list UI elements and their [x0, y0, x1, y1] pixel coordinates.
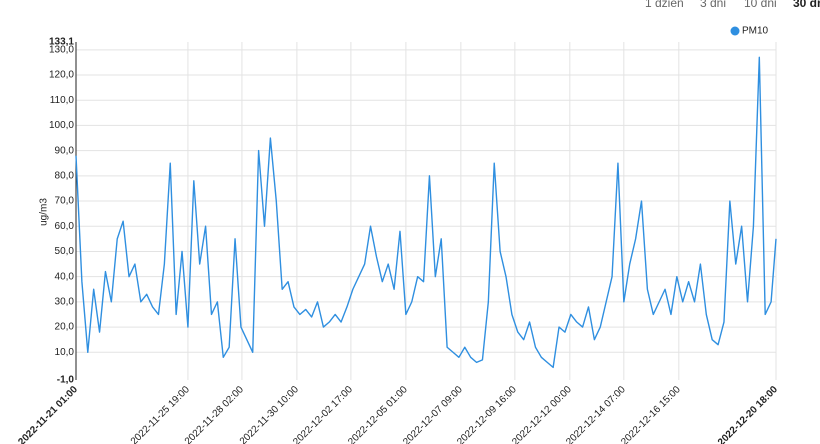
x-tick-label: 2022-12-14 07:00: [564, 384, 628, 444]
y-tick-label: -1,0: [57, 375, 75, 386]
x-tick-label: 2022-12-16 15:00: [619, 384, 683, 444]
y-tick-label: 80,0: [55, 170, 75, 181]
x-tick-label: 2022-12-09 16:00: [455, 384, 519, 444]
range-button[interactable]: 1 dzień: [645, 0, 684, 10]
x-tick-label: 2022-12-20 18:00: [716, 384, 780, 444]
y-tick-label: 60,0: [55, 221, 75, 232]
y-tick-label: 10,0: [55, 347, 75, 358]
y-tick-label: 50,0: [55, 246, 75, 257]
y-tick-label: 20,0: [55, 322, 75, 333]
y-tick-label: 130,0: [49, 44, 74, 55]
x-tick-label: 2022-12-05 01:00: [346, 384, 410, 444]
y-tick-label: 133,1: [49, 37, 74, 48]
range-button[interactable]: 3 dni: [700, 0, 726, 10]
range-button[interactable]: 30 dni: [793, 0, 820, 10]
x-tick-label: 2022-11-21 01:00: [16, 384, 80, 444]
y-tick-label: 120,0: [49, 70, 74, 81]
x-tick-label: 2022-12-07 09:00: [401, 384, 465, 444]
x-tick-label: 2022-12-02 17:00: [291, 384, 355, 444]
y-tick-label: 100,0: [49, 120, 74, 131]
x-tick-label: 2022-11-25 19:00: [129, 384, 192, 444]
y-axis-label: ug/m3: [39, 198, 50, 226]
x-tick-label: 2022-11-30 10:00: [238, 384, 301, 444]
range-button[interactable]: 10 dni: [744, 0, 777, 10]
data-line: [75, 56, 777, 369]
y-tick-label: 110,0: [50, 95, 75, 106]
y-tick-label: 30,0: [55, 297, 75, 308]
x-tick-label: 2022-11-28 02:00: [183, 384, 246, 444]
y-tick-label: 90,0: [55, 145, 75, 156]
legend-label: PM10: [742, 26, 769, 37]
legend-marker: [730, 26, 740, 36]
x-tick-label: 2022-12-12 00:00: [510, 384, 574, 444]
y-tick-label: 70,0: [55, 196, 75, 207]
y-tick-label: 40,0: [55, 271, 75, 282]
